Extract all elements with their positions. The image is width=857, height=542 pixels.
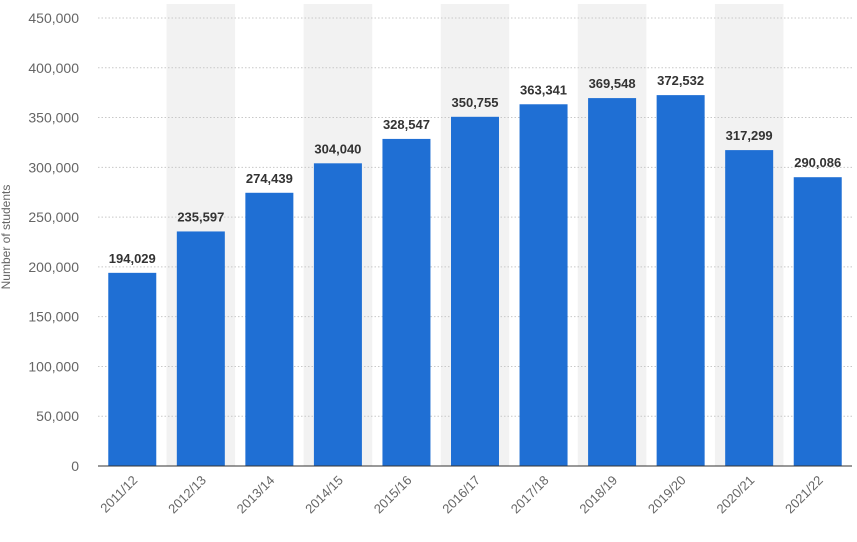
data-label: 235,597	[177, 209, 224, 224]
y-tick-label: 50,000	[36, 408, 79, 424]
x-tick-label: 2021/22	[782, 473, 826, 517]
data-label: 369,548	[589, 76, 636, 91]
bar	[588, 98, 637, 467]
bar	[793, 177, 842, 466]
x-tick-label: 2012/13	[165, 473, 209, 517]
x-tick-label: 2013/14	[234, 473, 278, 517]
data-label: 290,086	[794, 155, 841, 170]
y-tick-label: 100,000	[28, 358, 79, 374]
data-label: 372,532	[657, 73, 704, 88]
bar	[382, 138, 431, 466]
bar	[519, 104, 568, 466]
bar	[656, 95, 705, 467]
y-tick-label: 0	[71, 458, 79, 474]
x-tick-label: 2016/17	[439, 473, 483, 517]
bar	[245, 192, 294, 466]
x-tick-label: 2015/16	[371, 473, 415, 517]
y-axis-title: Number of students	[0, 184, 13, 290]
y-tick-label: 450,000	[28, 10, 79, 26]
bar	[451, 116, 499, 467]
bar	[176, 231, 225, 466]
y-tick-label: 400,000	[28, 60, 79, 76]
y-tick-label: 300,000	[28, 159, 79, 175]
y-tick-label: 200,000	[28, 259, 79, 275]
x-tick-label: 2018/19	[576, 473, 620, 517]
x-tick-label: 2014/15	[302, 473, 346, 517]
x-tick-label: 2011/12	[97, 473, 140, 516]
y-tick-label: 350,000	[28, 110, 79, 126]
y-tick-label: 250,000	[28, 209, 79, 225]
x-tick-label: 2020/21	[713, 473, 757, 517]
bar	[313, 163, 362, 467]
data-label: 194,029	[109, 251, 156, 266]
x-tick-label: 2019/20	[645, 473, 689, 517]
bar	[725, 150, 774, 467]
data-label: 350,755	[452, 95, 499, 110]
x-tick-label: 2017/18	[508, 473, 552, 517]
data-label: 274,439	[246, 171, 293, 186]
bar	[108, 272, 157, 466]
data-label: 304,040	[314, 141, 361, 156]
data-label: 328,547	[383, 117, 430, 132]
data-label: 363,341	[520, 82, 567, 97]
y-tick-label: 150,000	[28, 309, 79, 325]
data-label: 317,299	[726, 128, 773, 143]
